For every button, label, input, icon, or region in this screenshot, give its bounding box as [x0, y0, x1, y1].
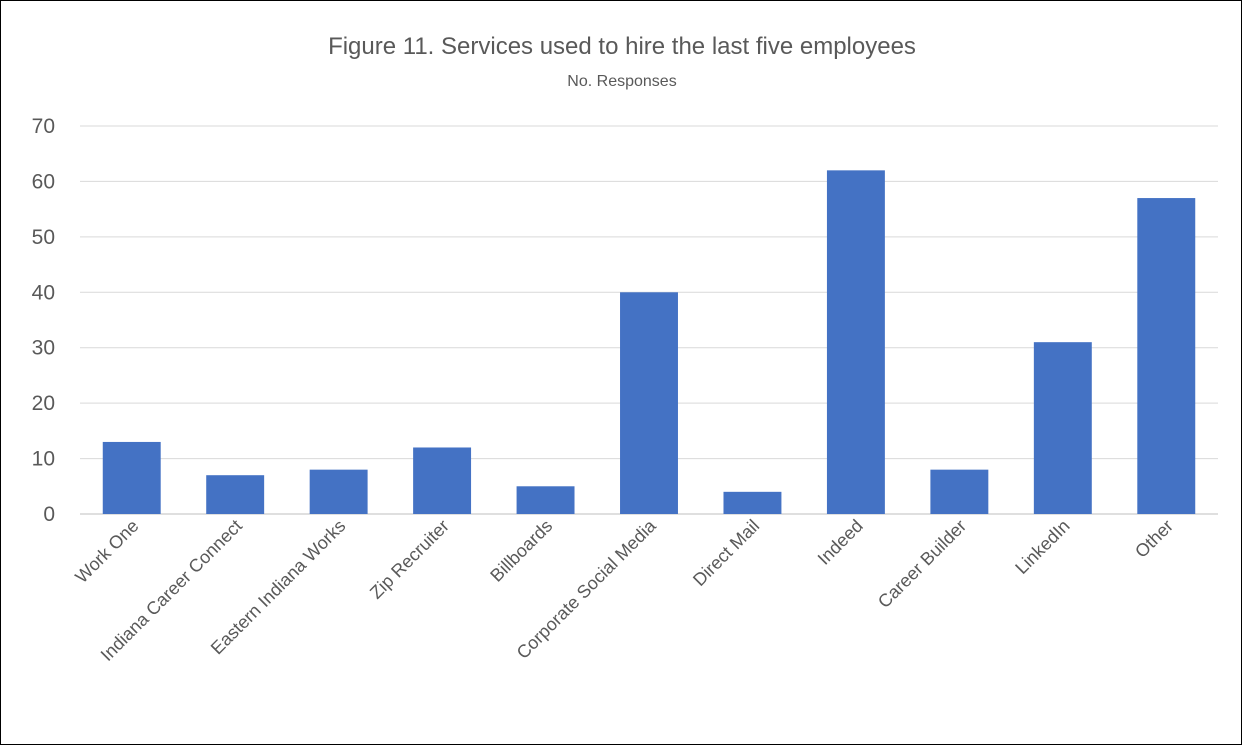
x-tick-label: Work One [71, 516, 142, 587]
chart-title: Figure 11. Services used to hire the las… [328, 33, 916, 60]
bar [930, 469, 989, 514]
bar [826, 170, 885, 515]
bar [1137, 198, 1196, 515]
y-tick-label: 60 [32, 170, 55, 193]
bars [102, 170, 1196, 515]
y-tick-label: 20 [32, 392, 55, 415]
x-tick-label: Indeed [814, 516, 867, 569]
x-tick-label: Zip Recruiter [366, 516, 453, 603]
y-tick-label: 10 [32, 448, 55, 471]
x-tick-label: Other [1131, 516, 1177, 562]
bar [102, 441, 161, 514]
x-tick-label: Direct Mail [689, 516, 763, 590]
x-tick-label: Billboards [486, 516, 556, 586]
bar [723, 491, 782, 514]
chart-subtitle: No. Responses [567, 73, 676, 90]
y-axis-ticks: 0 10 20 30 40 50 60 70 [32, 115, 55, 526]
y-tick-label: 40 [32, 281, 55, 304]
bar [413, 447, 472, 514]
bar [620, 292, 678, 514]
x-tick-label: Career Builder [874, 516, 970, 612]
bar [516, 486, 575, 514]
y-tick-label: 50 [32, 226, 55, 249]
bar [309, 469, 368, 514]
y-tick-label: 70 [32, 115, 55, 138]
bar [1033, 342, 1092, 514]
bar [206, 475, 265, 514]
x-tick-label: LinkedIn [1011, 516, 1073, 578]
y-tick-label: 0 [43, 503, 55, 526]
y-tick-label: 30 [32, 337, 55, 360]
